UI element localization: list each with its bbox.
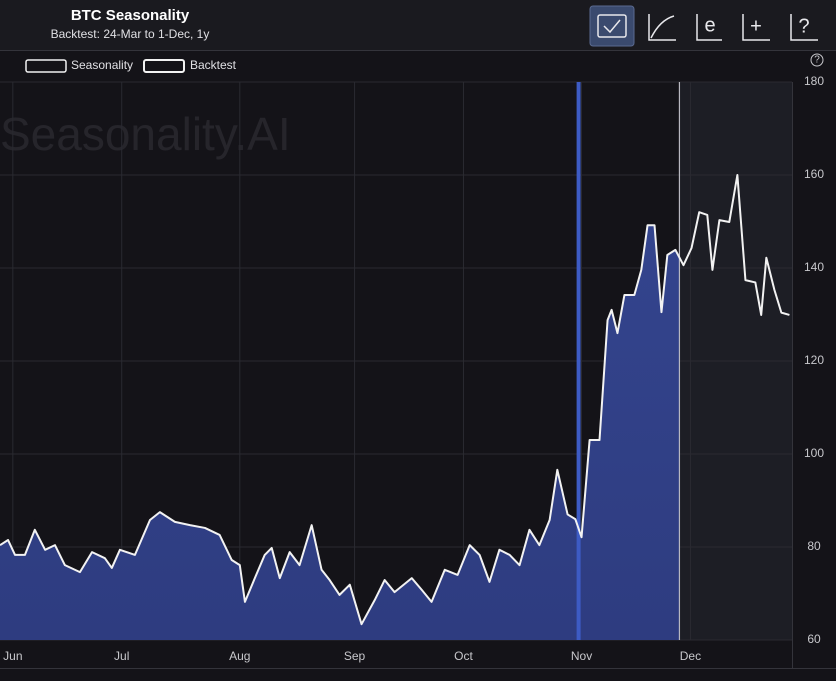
x-tick-label: Sep: [344, 649, 366, 663]
x-tick-label: Nov: [571, 649, 592, 663]
x-tick-label: Jun: [3, 649, 22, 663]
x-tick-label: Aug: [229, 649, 250, 663]
toolbar-button[interactable]: e: [696, 14, 722, 41]
current-marker: [576, 82, 581, 640]
legend: Seasonality Backtest: [25, 58, 237, 73]
chart-subtitle: Backtest: 24-Mar to 1-Dec, 1y: [51, 27, 210, 41]
legend-swatch[interactable]: [25, 59, 67, 73]
calendar-icon: [597, 14, 627, 38]
legend-swatch[interactable]: [143, 59, 185, 73]
toolbar-button[interactable]: +: [742, 14, 770, 41]
toolbar-button[interactable]: [648, 14, 676, 41]
toolbar-button[interactable]: ?: [790, 14, 818, 41]
x-tick-label: Dec: [680, 649, 701, 663]
y-tick-label: 120: [804, 353, 824, 367]
chart-title: BTC Seasonality: [71, 7, 190, 24]
check-icon: [603, 19, 621, 34]
toolbar: e + ?: [589, 5, 818, 47]
area-fill: [0, 225, 680, 640]
y-tick-label: 160: [804, 167, 824, 181]
watermark: Seasonality.AI: [0, 108, 291, 160]
help-button[interactable]: [810, 53, 824, 67]
toolbar-glyph: +: [750, 15, 762, 37]
toolbar-glyph: ?: [798, 15, 809, 37]
y-tick-label: 180: [804, 74, 824, 88]
y-tick-label: 60: [807, 632, 821, 646]
help-glyph[interactable]: ?: [814, 55, 820, 66]
y-tick-label: 100: [804, 446, 824, 460]
x-tick-label: Oct: [454, 649, 473, 663]
y-tick-label: 80: [807, 539, 821, 553]
series-line: [0, 174, 790, 626]
legend-label[interactable]: Backtest: [190, 58, 237, 72]
toolbar-button-active[interactable]: [589, 5, 635, 47]
y-tick-label: 140: [804, 260, 824, 274]
x-tick-label: Jul: [114, 649, 129, 663]
toolbar-glyph: e: [704, 14, 715, 36]
legend-label[interactable]: Seasonality: [71, 58, 133, 72]
